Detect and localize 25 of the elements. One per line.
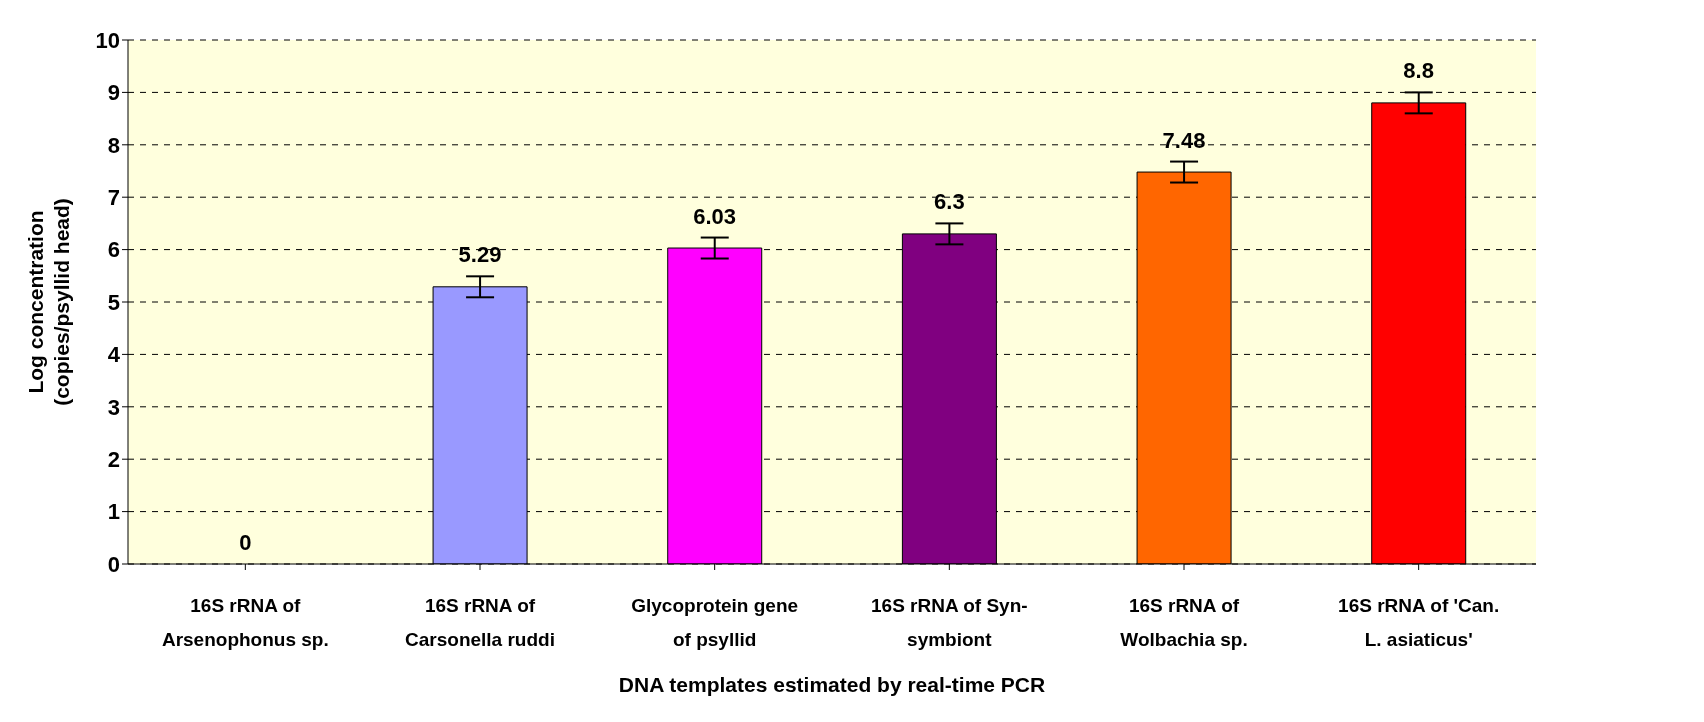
y-tick-label: 9 bbox=[107, 80, 120, 106]
data-label: 7.48 bbox=[1162, 127, 1206, 153]
data-label: 6.03 bbox=[693, 203, 737, 229]
x-tick-label: Glycoprotein gene of psyllid bbox=[631, 595, 799, 650]
data-label: 5.29 bbox=[458, 242, 502, 268]
x-tick-label: 16S rRNA of Carsonella ruddi bbox=[405, 595, 555, 650]
x-tick-label: 16S rRNA of Syn-symbiont bbox=[871, 595, 1028, 650]
x-tick-label: 16S rRNA of Arsenophonus sp. bbox=[161, 595, 329, 650]
y-tick-label: 10 bbox=[95, 27, 120, 53]
y-tick-label: 1 bbox=[107, 499, 120, 525]
x-tick-label: 16S rRNA of Wolbachia sp. bbox=[1120, 595, 1248, 650]
x-axis-title: DNA templates estimated by real-time PCR bbox=[618, 673, 1046, 696]
data-label: 8.8 bbox=[1403, 58, 1434, 84]
y-tick-label: 4 bbox=[107, 342, 121, 368]
y-tick-label: 8 bbox=[107, 132, 120, 158]
data-label: 0 bbox=[239, 530, 252, 555]
y-axis-title: Log concentration (copies/psyllid head) bbox=[24, 198, 73, 406]
y-tick-label: 6 bbox=[107, 237, 120, 263]
y-tick-label: 7 bbox=[107, 185, 120, 211]
y-tick-label: 0 bbox=[107, 551, 120, 577]
data-label: 6.3 bbox=[934, 189, 965, 215]
y-tick-label: 5 bbox=[107, 289, 120, 315]
y-tick-label: 2 bbox=[107, 447, 120, 473]
y-tick-label: 3 bbox=[107, 394, 120, 420]
x-tick-label: 16S rRNA of 'Can. L. asiaticus' bbox=[1338, 595, 1500, 650]
